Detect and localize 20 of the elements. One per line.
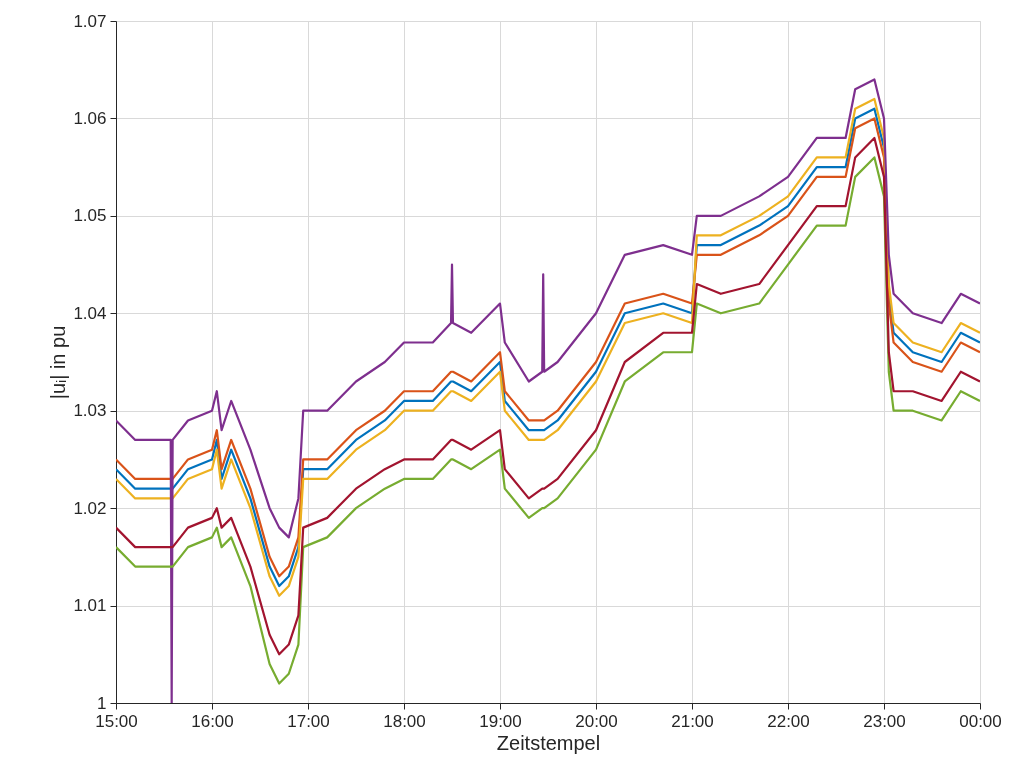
y-axis-title: |uᵢ| in pu [47,325,70,400]
x-tick-label: 19:00 [479,711,522,731]
y-tick-label: 1.01 [73,596,107,616]
x-tick-label: 21:00 [671,711,714,731]
x-axis-title: Zeitstempel [496,731,601,754]
x-tick-label: 00:00 [959,711,1002,731]
x-tick-label: 16:00 [191,711,234,731]
y-tick-label: 1.06 [73,108,107,128]
x-tick-label: 22:00 [767,711,810,731]
x-tick-label: 18:00 [383,711,426,731]
y-tick-label: 1.02 [73,498,107,518]
x-tick-label: 23:00 [863,711,906,731]
y-tick-label: 1.04 [73,303,107,323]
y-tick-label: 1.07 [73,11,107,31]
x-tick-label: 20:00 [575,711,618,731]
x-tick-label: 17:00 [287,711,330,731]
y-tick-label: 1 [97,693,107,713]
x-tick-label: 15:00 [95,711,138,731]
y-tick-label: 1.03 [73,401,107,421]
y-tick-label: 1.05 [73,206,107,226]
